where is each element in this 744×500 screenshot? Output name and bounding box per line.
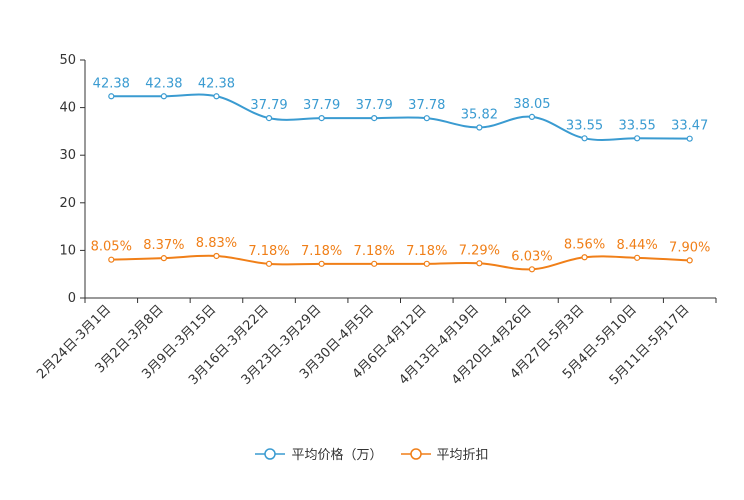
data-label-price: 42.38: [93, 76, 130, 91]
data-label-price: 38.05: [513, 97, 550, 112]
data-label-discount: 7.18%: [354, 244, 395, 259]
y-tick-label: 20: [59, 196, 76, 211]
data-label-price: 37.79: [250, 98, 287, 113]
data-point-discount[interactable]: [528, 266, 536, 273]
data-label-discount: 7.90%: [669, 240, 710, 255]
data-label-discount: 6.03%: [511, 249, 552, 264]
data-point-price[interactable]: [318, 115, 325, 122]
data-point-price[interactable]: [686, 135, 693, 142]
data-point-discount[interactable]: [476, 260, 483, 267]
data-label-discount: 7.18%: [301, 244, 342, 259]
data-label-discount: 7.18%: [406, 244, 447, 259]
y-tick-label: 30: [59, 148, 76, 163]
data-point-price[interactable]: [528, 113, 536, 120]
data-point-price[interactable]: [371, 115, 378, 122]
data-point-discount[interactable]: [265, 260, 273, 267]
data-point-price[interactable]: [213, 93, 220, 100]
y-tick-label: 0: [68, 291, 76, 306]
legend-swatch-discount-icon: [400, 447, 431, 460]
legend-swatch-price-icon: [255, 447, 286, 460]
legend-item-price[interactable]: 平均价格（万）: [255, 444, 383, 463]
legend-label-discount: 平均折扣: [436, 448, 489, 463]
data-point-discount[interactable]: [371, 260, 378, 267]
data-label-price: 33.55: [566, 118, 603, 133]
data-label-discount: 7.18%: [248, 244, 289, 259]
data-point-discount[interactable]: [108, 256, 115, 263]
data-point-price[interactable]: [423, 115, 430, 122]
data-point-discount[interactable]: [686, 257, 693, 264]
data-point-price[interactable]: [634, 135, 641, 142]
data-point-discount[interactable]: [423, 260, 430, 267]
data-point-price[interactable]: [581, 135, 588, 142]
data-point-discount[interactable]: [213, 252, 220, 260]
series-line-price: [111, 93, 690, 141]
data-label-price: 37.78: [408, 98, 445, 113]
data-label-discount: 8.83%: [196, 236, 237, 251]
data-point-price[interactable]: [476, 124, 483, 131]
y-tick-label: 40: [59, 101, 76, 116]
data-label-price: 42.38: [198, 76, 235, 91]
data-point-price[interactable]: [265, 115, 273, 122]
y-tick-label: 50: [59, 53, 76, 68]
legend-label-price: 平均价格（万）: [291, 448, 383, 463]
data-label-price: 35.82: [461, 107, 498, 122]
data-label-discount: 7.29%: [459, 243, 500, 258]
data-point-price[interactable]: [160, 93, 167, 100]
data-label-discount: 8.05%: [91, 240, 132, 255]
series-line-discount: [111, 254, 690, 271]
data-label-price: 33.55: [619, 118, 656, 133]
data-label-price: 37.79: [303, 98, 340, 113]
data-label-discount: 8.37%: [143, 238, 184, 253]
data-point-discount[interactable]: [318, 260, 325, 267]
data-label-discount: 8.44%: [616, 238, 657, 253]
data-label-discount: 8.56%: [564, 237, 605, 252]
data-label-price: 37.79: [356, 98, 393, 113]
y-tick-label: 10: [59, 243, 76, 258]
legend-item-discount[interactable]: 平均折扣: [400, 444, 489, 463]
data-point-discount[interactable]: [160, 255, 167, 262]
data-point-discount[interactable]: [634, 254, 641, 261]
data-label-price: 42.38: [145, 76, 182, 91]
legend: 平均价格（万） 平均折扣: [0, 444, 744, 463]
data-point-price[interactable]: [108, 93, 115, 100]
data-label-price: 33.47: [671, 119, 708, 134]
data-point-discount[interactable]: [581, 254, 588, 261]
